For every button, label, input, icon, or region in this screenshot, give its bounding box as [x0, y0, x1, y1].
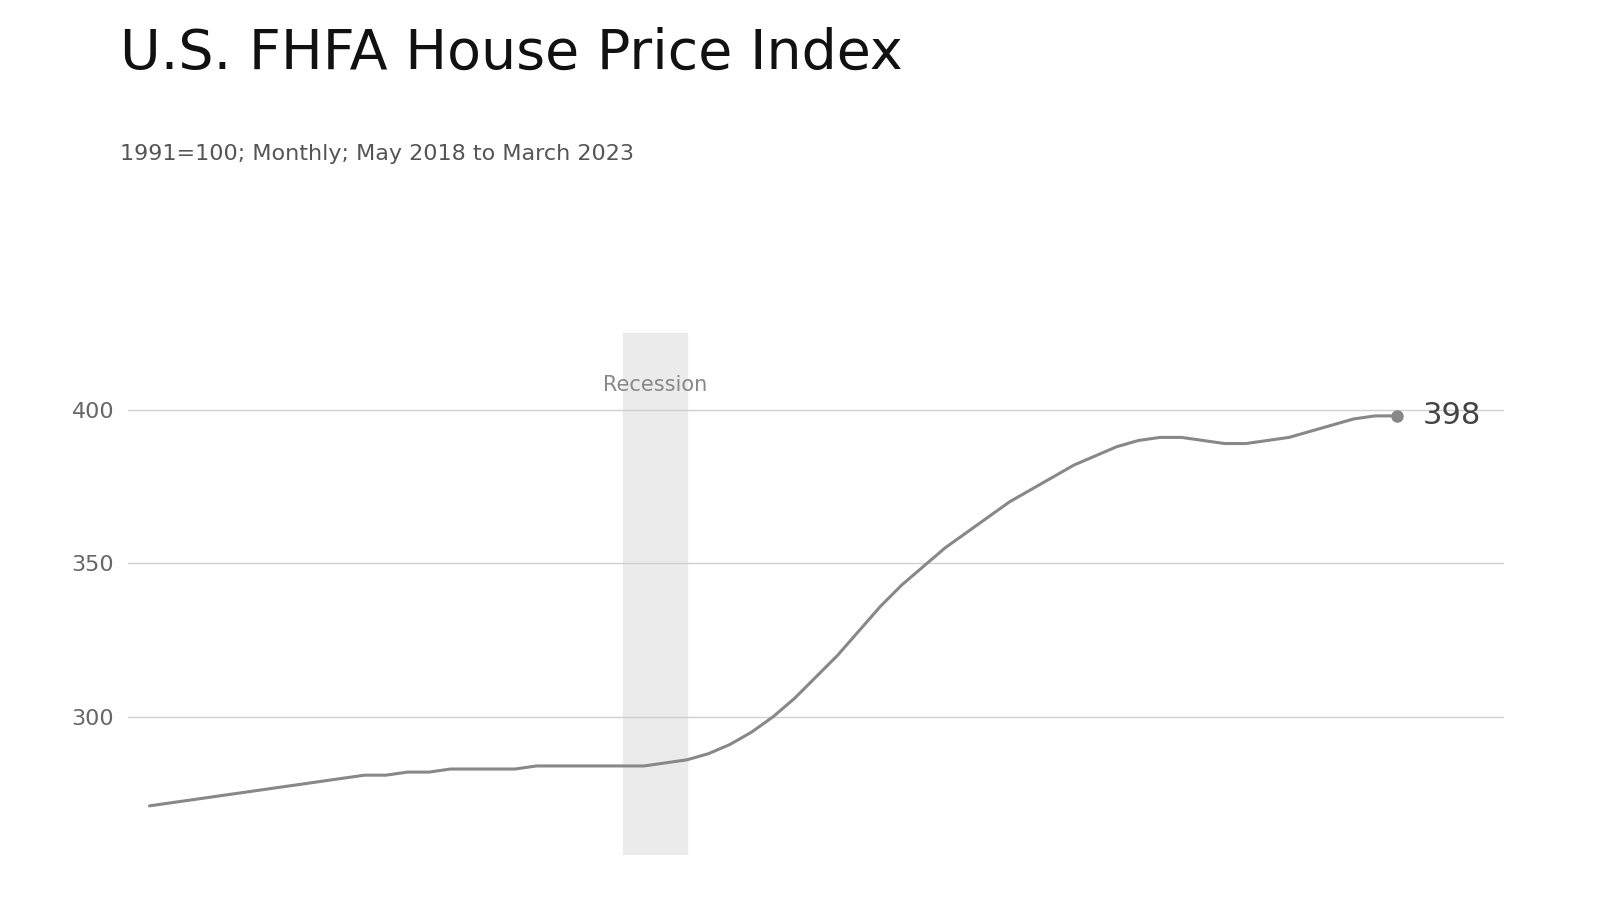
Text: Recession: Recession [603, 374, 707, 395]
Text: 398: 398 [1422, 401, 1480, 430]
Text: U.S. FHFA House Price Index: U.S. FHFA House Price Index [120, 27, 902, 81]
Text: 1991=100; Monthly; May 2018 to March 2023: 1991=100; Monthly; May 2018 to March 202… [120, 144, 634, 164]
Bar [622, 333, 686, 855]
